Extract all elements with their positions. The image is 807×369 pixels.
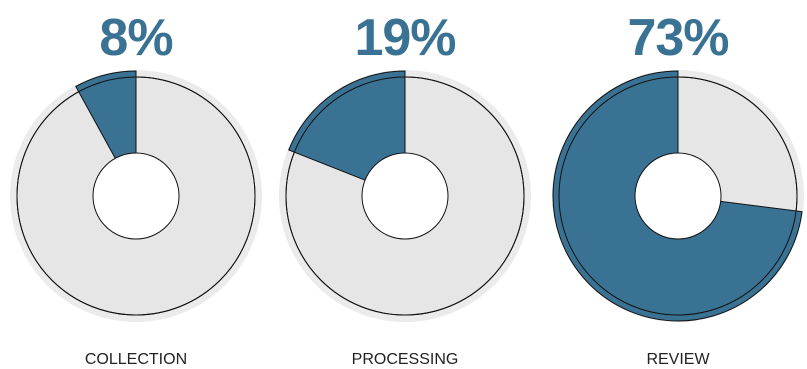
gauge-percent-label: 73% xyxy=(627,9,728,67)
gauge-center-hole xyxy=(634,152,722,240)
gauge-track-outline xyxy=(16,76,256,316)
gauge-category-label: PROCESSING xyxy=(352,351,459,368)
gauge-category-label: REVIEW xyxy=(646,351,710,368)
gauge-review: 73% REVIEW xyxy=(552,9,804,368)
gauge-processing: 19% PROCESSING xyxy=(279,9,531,368)
gauge-center-hole xyxy=(92,152,180,240)
gauge-percent-label: 19% xyxy=(354,9,455,67)
gauge-percent-label: 8% xyxy=(99,9,172,67)
gauge-category-label: COLLECTION xyxy=(85,351,187,368)
gauge-center-hole xyxy=(361,152,449,240)
gauge-collection: 8% COLLECTION xyxy=(10,9,262,368)
gauge-track-outline xyxy=(558,76,798,316)
gauge-track-outline xyxy=(285,76,525,316)
